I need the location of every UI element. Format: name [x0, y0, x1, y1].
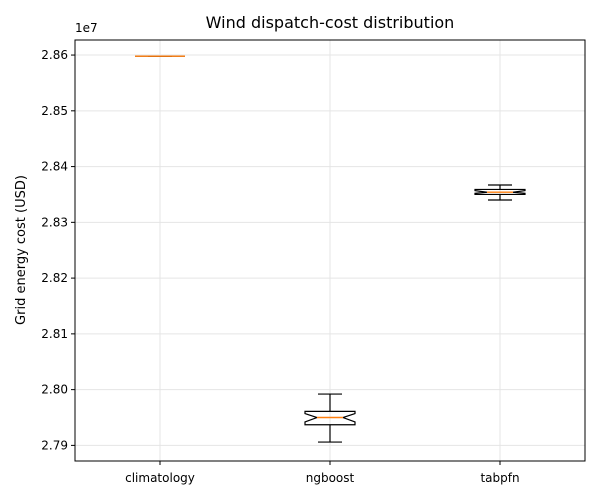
y-axis-label: Grid energy cost (USD) — [14, 175, 29, 325]
chart-title: Wind dispatch-cost distribution — [206, 13, 455, 32]
y-tick-label: 2.84 — [41, 160, 68, 174]
x-tick-label: ngboost — [306, 471, 355, 485]
grid-lines — [75, 40, 585, 461]
y-tick-label: 2.83 — [41, 215, 68, 229]
y-tick-label: 2.79 — [41, 438, 68, 452]
box-body — [474, 188, 526, 196]
box-layer — [135, 55, 526, 443]
y-tick-label: 2.80 — [41, 383, 68, 397]
x-tick-label: tabpfn — [480, 471, 519, 485]
y-axis-offset-label: 1e7 — [75, 21, 98, 35]
y-tick-label: 2.86 — [41, 48, 68, 62]
tick-layer: 2.79 2.80 2.81 2.82 2.83 2.84 2.85 2.86 climatol… — [41, 48, 519, 485]
y-tick-label: 2.82 — [41, 271, 68, 285]
x-tick-label: climatology — [125, 471, 195, 485]
box-tabpfn — [474, 184, 526, 201]
box-ngboost — [304, 393, 356, 443]
y-tick-label: 2.81 — [41, 327, 68, 341]
plot-area-frame — [74, 39, 586, 462]
box-body — [304, 410, 356, 426]
y-tick-label: 2.85 — [41, 104, 68, 118]
